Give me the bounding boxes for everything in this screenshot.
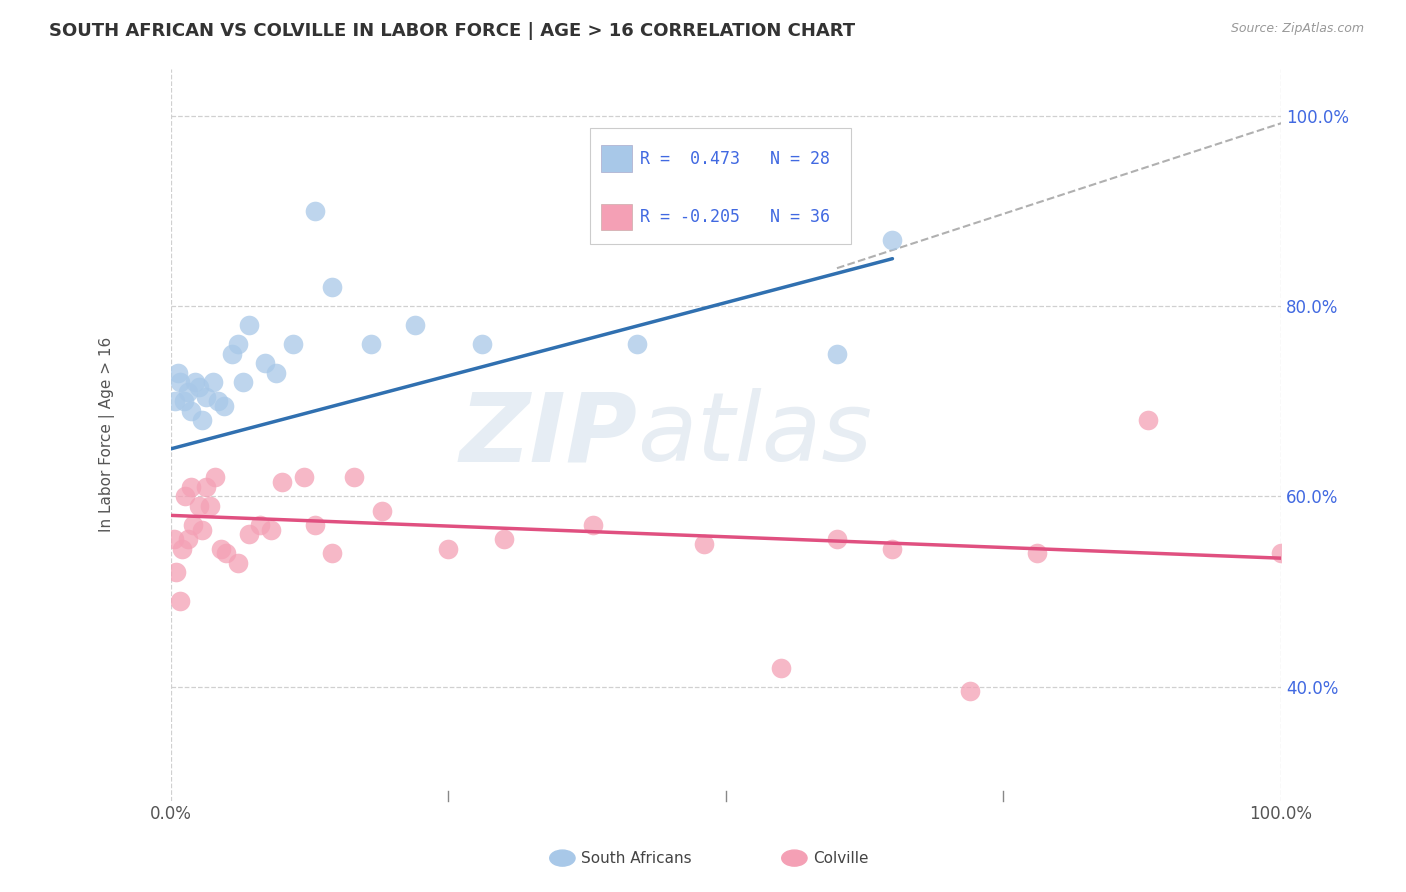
Point [180,480,202,494]
Point [176,532,198,546]
Point [882,233,904,247]
Point [492,532,515,546]
Point [187,499,209,513]
Point [207,394,229,409]
Point [238,527,260,541]
Point [173,394,195,409]
Point [1136,413,1159,427]
Point [292,470,315,484]
Point [626,337,648,351]
Text: ZIP: ZIP [460,388,637,481]
Point [825,532,848,546]
Point [471,337,494,351]
Point [169,376,191,390]
Point [209,541,232,556]
Point [165,394,187,409]
Point [582,517,605,532]
Point [238,318,260,333]
Point [882,541,904,556]
Point [404,318,426,333]
Point [191,413,214,427]
Point [169,594,191,608]
Point [271,475,294,489]
Point [166,566,188,580]
Point [221,347,243,361]
Text: Source: ZipAtlas.com: Source: ZipAtlas.com [1230,22,1364,36]
Point [212,399,235,413]
Point [181,517,204,532]
Text: SOUTH AFRICAN VS COLVILLE IN LABOR FORCE | AGE > 16 CORRELATION CHART: SOUTH AFRICAN VS COLVILLE IN LABOR FORCE… [49,22,855,40]
Point [195,480,218,494]
Point [260,523,283,537]
Text: South Africans: South Africans [581,851,692,865]
Point [163,532,186,546]
Point [166,366,188,380]
Point [215,546,238,560]
Point [304,204,326,219]
Y-axis label: In Labor Force | Age > 16: In Labor Force | Age > 16 [100,337,115,533]
Point [371,503,394,517]
Point [174,489,197,503]
Text: R =  0.473   N = 28: R = 0.473 N = 28 [641,150,831,168]
Point [321,546,343,560]
Point [176,384,198,399]
Point [281,337,304,351]
Point [1025,546,1047,560]
Point [693,537,716,551]
Point [343,470,366,484]
Point [360,337,382,351]
Point [254,356,277,370]
Point [249,517,271,532]
Point [266,366,288,380]
Point [437,541,460,556]
Point [187,380,209,394]
Point [204,470,226,484]
Point [226,556,249,570]
Point [202,376,225,390]
Point [825,347,848,361]
Point [1270,546,1292,560]
Text: R = -0.205   N = 36: R = -0.205 N = 36 [641,208,831,226]
Point [770,660,793,674]
Point [226,337,249,351]
Point [195,390,218,404]
Text: atlas: atlas [637,388,872,481]
Point [959,684,981,698]
Point [198,499,221,513]
Point [180,404,202,418]
Point [184,376,207,390]
Point [191,523,214,537]
Point [321,280,343,294]
Point [232,376,254,390]
Text: Colville: Colville [813,851,868,865]
Point [170,541,193,556]
Point [304,517,326,532]
